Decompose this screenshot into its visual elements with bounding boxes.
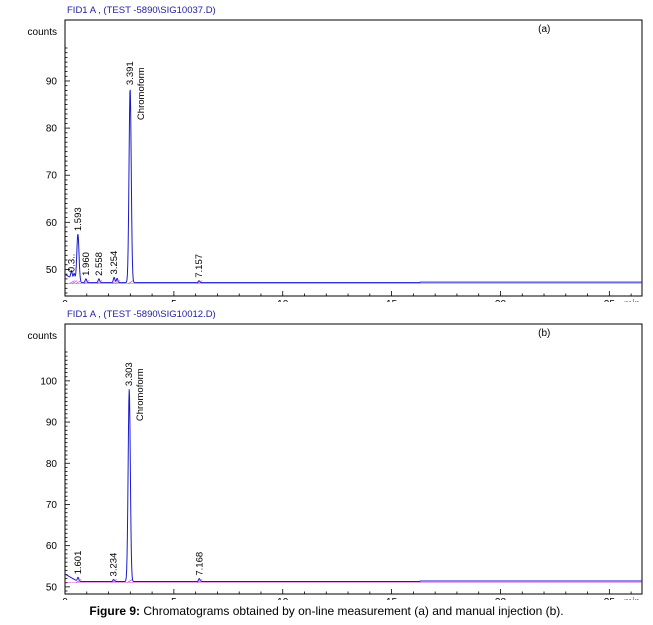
peak-retention-time: 3.254 [109,251,120,275]
caption-text: Chromatograms obtained by on-line measur… [143,604,564,618]
peak-retention-time: 7.168 [194,552,205,576]
x-tick-label: 5 [171,299,177,302]
peak-baseline-marker [69,280,75,284]
chart-a-panel-label: (a) [538,24,550,35]
y-tick-label: 60 [46,218,58,229]
chart-b-ylabel: counts [28,331,57,342]
chart-b-signal-trace [64,389,642,583]
y-tick-label: 90 [46,76,58,87]
peak-baseline-marker [111,280,118,284]
x-tick-label: 20 [495,597,507,600]
peak-baseline-marker [127,579,133,583]
peak-retention-time: 3.234 [109,553,120,577]
peak-baseline-marker [83,280,90,284]
chart-b-frame [64,323,643,595]
chart-a-yaxis: 50 60 70 80 90 [46,47,70,294]
x-tick-label: 10 [277,299,289,302]
x-tick-label: 5 [171,597,177,600]
peak-retention-time: 1.601 [73,551,84,575]
peak-baseline-marker [71,280,78,284]
chart-a-header: FID1 A , (TEST -5890\SIG10037.D) [67,5,216,16]
y-tick-label: 70 [46,171,58,182]
x-tick-label: 10 [277,597,289,600]
peak-baseline-marker [75,280,82,284]
peak-retention-time: 3.303 [124,362,135,386]
x-tick-label: 20 [495,299,507,302]
chart-b-header: FID1 A , (TEST -5890\SIG10012.D) [67,309,216,320]
chart-a-ylabel: counts [28,27,57,38]
peak-baseline-marker [75,579,82,583]
peak-baseline-marker [127,280,134,284]
peak-retention-time: 3.391 [125,61,136,85]
chart-b-panel-label: (b) [538,328,550,339]
x-tick-label: 0 [62,299,68,302]
peak-retention-time: 7.157 [194,254,205,278]
x-tick-label: 25 [604,299,616,302]
chart-a-peaks: 0.3.. 1.593 1.960 2.558 3.254 3.391 Chromoform… [67,61,205,284]
peak-retention-time: 1.960 [81,252,92,276]
figure-caption: Figure 9: Chromatograms obtained by on-l… [0,604,653,618]
y-tick-label: 80 [46,459,58,470]
x-tick-label: 0 [62,597,68,600]
x-tick-label: 15 [386,597,398,600]
chromatogram-panel-a: FID1 A , (TEST -5890\SIG10037.D) (a) count… [0,0,653,302]
chart-b-xaxis: 0 5 10 15 20 25 min [62,589,640,600]
y-tick-label: 50 [46,265,58,276]
x-tick-label: 25 [604,597,616,600]
x-unit-label: min [624,597,640,600]
y-tick-label: 80 [46,124,58,135]
y-tick-label: 70 [46,500,58,511]
y-tick-label: 90 [46,418,58,429]
peak-retention-time: 2.558 [94,252,105,276]
chart-a-signal-trace [64,89,642,284]
peak-baseline-marker [196,280,203,284]
chart-a-frame [64,19,643,297]
y-tick-label: 50 [46,582,58,593]
chromatogram-a-plot: FID1 A , (TEST -5890\SIG10037.D) (a) count… [28,5,643,302]
peak-compound-name: Chromoform [135,368,146,421]
x-unit-label: min [624,299,640,302]
peak-retention-time: 1.593 [73,207,84,231]
y-tick-label: 60 [46,541,58,552]
peak-retention-time: 0.3.. [67,254,78,273]
chromatogram-b-plot: FID1 A , (TEST -5890\SIG10012.D) (b) count… [28,309,643,600]
chromatogram-panel-b: FID1 A , (TEST -5890\SIG10012.D) (b) count… [0,304,653,600]
peak-baseline-marker [96,280,103,284]
caption-label: Figure 9: [89,604,141,618]
chart-b-peaks: 1.601 3.234 3.303 Chromoform 7.168 [73,362,205,583]
peak-baseline-marker [114,280,121,284]
peak-baseline-marker [111,579,117,583]
peak-baseline-marker [197,579,203,583]
peak-compound-name: Chromoform [136,67,147,120]
chart-a-xaxis: 0 5 10 15 20 25 min [62,291,640,302]
chart-b-yaxis: 50 60 70 80 90 100 [40,351,70,593]
x-tick-label: 15 [386,299,398,302]
y-tick-label: 100 [40,376,57,387]
